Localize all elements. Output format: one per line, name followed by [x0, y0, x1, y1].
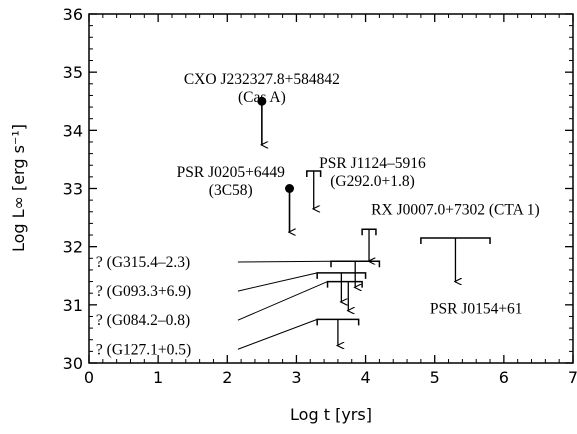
x-tick-label: 6 [499, 368, 509, 387]
annotation-label: (3C58) [209, 182, 253, 199]
x-tick-label: 3 [291, 368, 301, 387]
annotation-connector [237, 318, 318, 350]
annotation-label: ? (G315.4–2.3) [96, 254, 190, 271]
annotation-connector [237, 281, 328, 321]
annotation-label: PSR J0154+61 [430, 301, 523, 318]
y-axis-title: Log L∞ [erg s⁻¹] [9, 124, 28, 252]
x-tick-label: 1 [153, 368, 163, 387]
annotation-label: RX J0007.0+7302 (CTA 1) [371, 202, 540, 219]
annotation-label: (Cas A) [238, 89, 286, 106]
x-tick-label: 4 [360, 368, 370, 387]
y-tick-label: 34 [63, 121, 83, 140]
annotation-label: CXO J232327.8+584842 [184, 71, 340, 88]
annotation-label: ? (G093.3+6.9) [96, 283, 191, 300]
x-tick-label: 2 [222, 368, 232, 387]
annotation-connector [237, 272, 318, 292]
x-axis-title: Log t [yrs] [290, 405, 372, 424]
x-tick-label: 5 [430, 368, 440, 387]
detection-point [285, 184, 295, 193]
y-tick-label: 31 [63, 296, 83, 315]
y-tick-label: 35 [63, 63, 83, 82]
annotation-label: (G292.0+1.8) [330, 173, 415, 190]
y-tick-label: 33 [63, 180, 83, 199]
limit-bracket [330, 260, 381, 268]
y-tick-label: 36 [63, 5, 83, 24]
y-tick-label: 30 [63, 354, 83, 373]
x-tick-label: 0 [84, 368, 94, 387]
annotation-label: ? (G127.1+0.5) [96, 341, 191, 358]
x-tick-label: 7 [568, 368, 577, 387]
annotation-label: PSR J1124–5916 [319, 155, 426, 172]
detection-point [257, 96, 267, 106]
y-tick-label: 32 [63, 238, 83, 257]
limit-bracket [326, 280, 363, 288]
annotation-label: ? (G084.2–0.8) [96, 312, 190, 329]
annotation-label: PSR J0205+6449 [177, 164, 285, 181]
annotation-connector [237, 260, 332, 263]
